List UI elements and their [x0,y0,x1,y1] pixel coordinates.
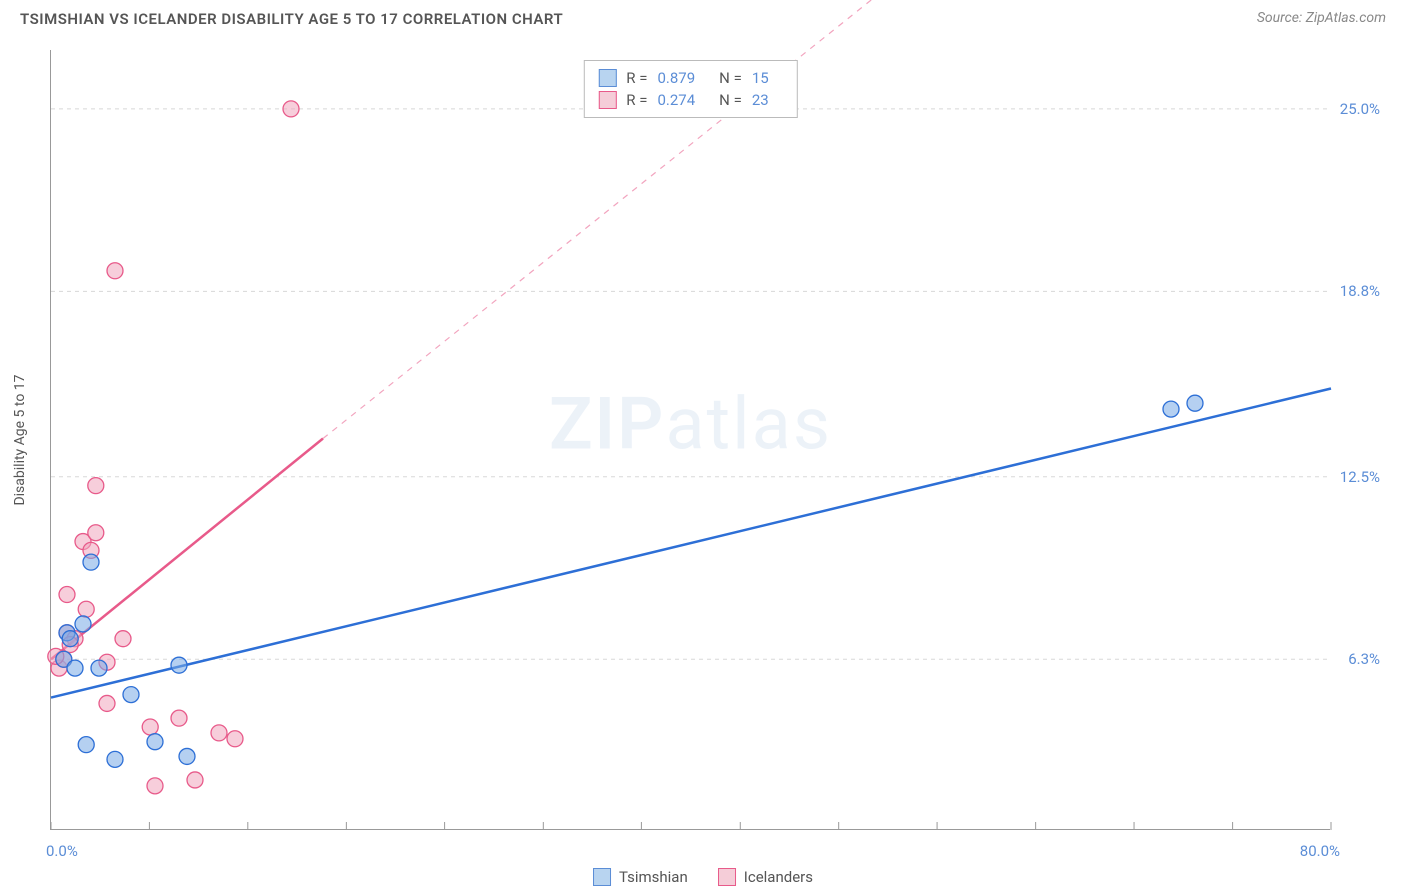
chart-title: TSIMSHIAN VS ICELANDER DISABILITY AGE 5 … [20,10,563,28]
stats-box: R = 0.879 N = 15 R = 0.274 N = 23 [583,60,797,118]
x-tick-left: 0.0% [46,842,78,860]
plot-area: ZIPatlas R = 0.879 N = 15 R = 0.274 N = … [50,50,1330,830]
stats-row-1: R = 0.879 N = 15 [598,67,782,89]
swatch-series-1 [598,69,616,87]
stats-row-2: R = 0.274 N = 23 [598,89,782,111]
legend-label-2: Icelanders [744,868,813,886]
y-tick-label: 18.8% [1340,282,1380,300]
chart-source: Source: ZipAtlas.com [1257,10,1386,26]
y-tick-label: 25.0% [1340,100,1380,118]
x-tick-right: 80.0% [1300,842,1340,860]
plot-svg [51,50,1331,830]
y-axis-label: Disability Age 5 to 17 [12,374,28,505]
legend-item-1: Tsimshian [593,868,688,886]
chart-header: TSIMSHIAN VS ICELANDER DISABILITY AGE 5 … [0,0,1406,33]
swatch-series-2 [598,91,616,109]
legend-swatch-1 [593,868,611,886]
chart-container: Disability Age 5 to 17 ZIPatlas R = 0.87… [50,50,1370,830]
y-tick-label: 6.3% [1348,650,1380,668]
legend-swatch-2 [718,868,736,886]
legend-label-1: Tsimshian [619,868,688,886]
legend-item-2: Icelanders [718,868,813,886]
bottom-legend: Tsimshian Icelanders [593,868,813,886]
y-tick-label: 12.5% [1340,468,1380,486]
